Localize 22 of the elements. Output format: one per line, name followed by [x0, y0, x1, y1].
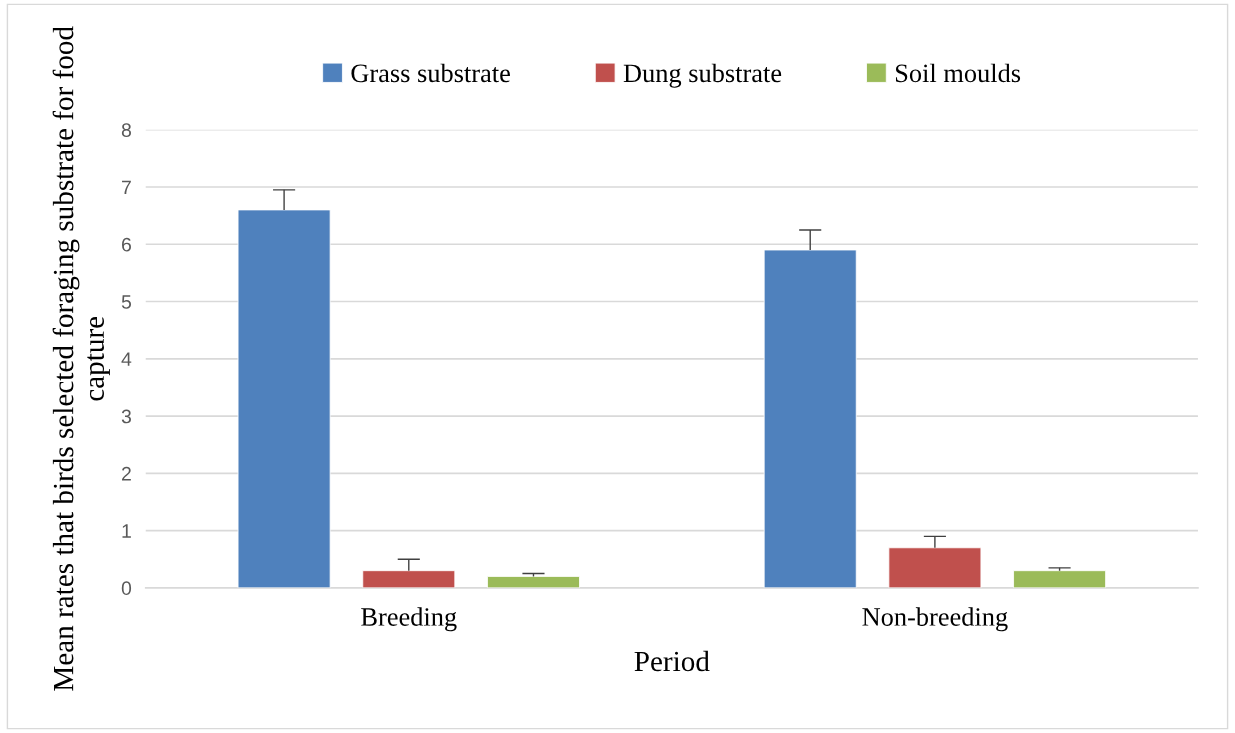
y-tick-label: 4	[121, 352, 132, 366]
x-tick-label: Non-breeding	[862, 607, 1008, 632]
legend-label: Grass substrate	[351, 63, 510, 83]
bar	[487, 575, 580, 588]
y-tick-label: 0	[121, 581, 132, 596]
y-tick-label: 8	[121, 123, 131, 137]
bar	[237, 209, 331, 588]
x-axis-title: Period	[634, 650, 710, 672]
bar	[362, 570, 456, 588]
x-tick-label: Breeding	[361, 607, 457, 632]
y-tick-label: 5	[121, 295, 132, 309]
y-tick-label: 3	[121, 409, 131, 424]
y-tick-label: 1	[122, 524, 131, 538]
y-tick-label: 7	[122, 180, 131, 195]
y-axis-title: Mean rates that birds selected foraging substrate for food capture	[52, 26, 110, 691]
bar	[763, 249, 857, 588]
bar	[1013, 570, 1107, 588]
y-tick-label: 6	[122, 237, 131, 252]
y-tick-label: 2	[122, 466, 131, 481]
legend-label: Dung substrate	[623, 63, 782, 88]
legend-label: Soil moulds	[895, 63, 1021, 83]
bar	[888, 547, 982, 588]
